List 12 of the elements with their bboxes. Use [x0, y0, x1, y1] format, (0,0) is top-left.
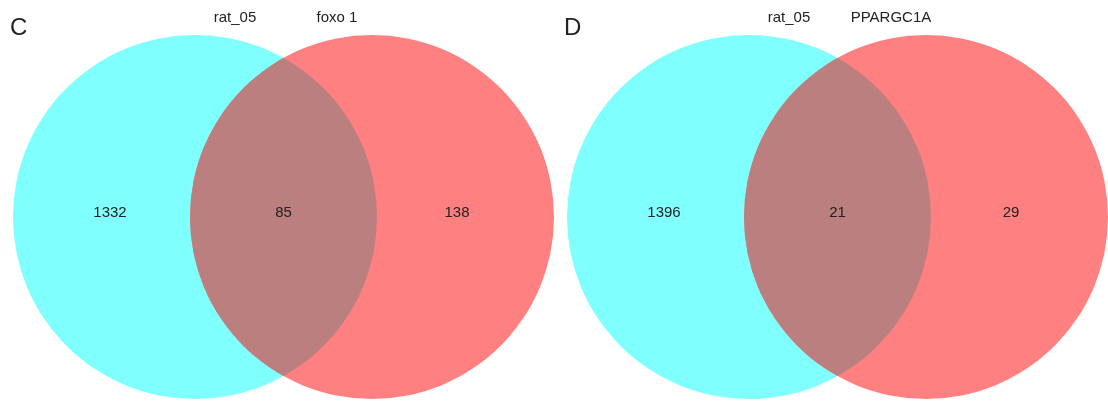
- category-label: foxo 1: [316, 8, 358, 26]
- category-label: rat_05: [767, 8, 811, 26]
- data-label: 1396: [647, 203, 681, 221]
- data-label: 29: [1002, 203, 1020, 221]
- data-label: 1332: [93, 203, 127, 221]
- text: C: [10, 12, 28, 40]
- text: D: [564, 12, 582, 40]
- category-label: PPARGC1A: [850, 8, 932, 26]
- data-label: 138: [444, 203, 470, 221]
- category-label: rat_05: [213, 8, 257, 26]
- data-label: 21: [829, 203, 846, 221]
- data-label: 85: [275, 203, 292, 221]
